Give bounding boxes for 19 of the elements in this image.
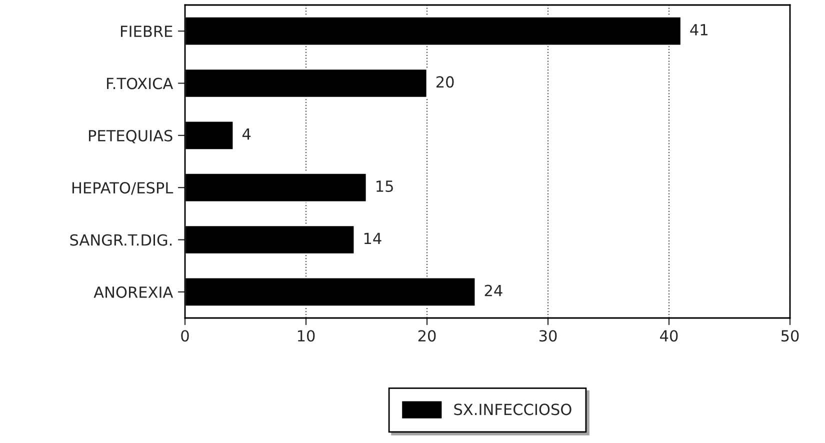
x-tick-label: 50 (781, 330, 799, 342)
y-tick-label: ANOREXIA (94, 286, 174, 298)
data-label: 15 (376, 180, 393, 192)
y-tick-label: SANGR.T.DIG. (70, 234, 172, 246)
data-label: 14 (364, 232, 382, 244)
x-tick-label: 40 (660, 330, 678, 342)
y-tick-label: PETEQUIAS (88, 130, 172, 144)
y-tick-label: HEPATO/ESPL (72, 182, 174, 195)
data-label: 41 (690, 24, 708, 36)
legend-label: SX.INFECCIOSO (454, 404, 572, 416)
data-label: 24 (484, 284, 502, 296)
x-tick-label: 0 (181, 330, 189, 342)
x-tick-label: 10 (298, 330, 315, 342)
x-tick-label: 20 (418, 330, 436, 342)
y-tick-label: F.TOXICA (107, 78, 174, 90)
y-tick-label: FIEBRE (120, 26, 172, 37)
data-label: 4 (242, 128, 251, 140)
x-tick-label: 30 (539, 330, 557, 342)
data-label: 20 (436, 76, 454, 88)
